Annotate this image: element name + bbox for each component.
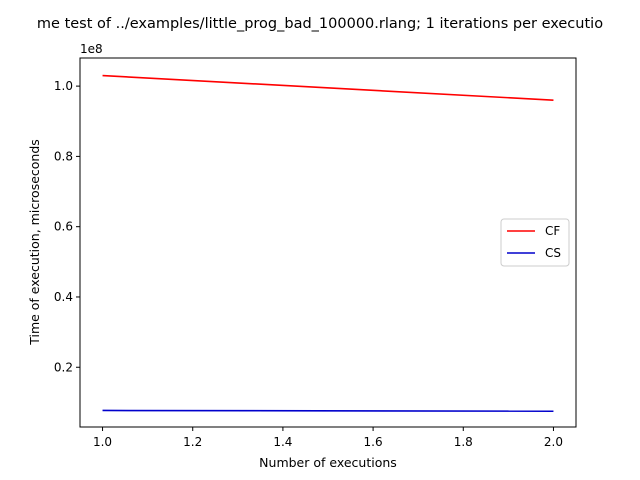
y-tick-label: 0.2 bbox=[54, 360, 73, 374]
y-axis-offset-label: 1e8 bbox=[80, 42, 103, 56]
x-tick-label: 1.0 bbox=[93, 435, 112, 449]
x-tick-label: 1.8 bbox=[454, 435, 473, 449]
x-tick-label: 1.4 bbox=[273, 435, 292, 449]
x-tick-label: 1.6 bbox=[364, 435, 383, 449]
x-tick-label: 1.2 bbox=[183, 435, 202, 449]
y-axis-label: Time of execution, microseconds bbox=[27, 139, 42, 346]
y-tick-label: 1.0 bbox=[54, 79, 73, 93]
series-line-cs bbox=[102, 409, 554, 412]
legend: CF CS bbox=[500, 218, 570, 267]
y-tick-label: 0.8 bbox=[54, 149, 73, 163]
x-axis-label: Number of executions bbox=[259, 455, 397, 470]
series-line-cf bbox=[102, 74, 554, 101]
x-tick-label: 2.0 bbox=[544, 435, 563, 449]
y-tick-label: 0.6 bbox=[54, 220, 73, 234]
legend-label-cf: CF bbox=[545, 224, 560, 238]
y-tick-label: 0.4 bbox=[54, 290, 73, 304]
plot-frame bbox=[79, 57, 577, 428]
legend-label-cs: CS bbox=[545, 246, 561, 260]
chart-title: me test of ../examples/little_prog_bad_1… bbox=[37, 16, 603, 32]
